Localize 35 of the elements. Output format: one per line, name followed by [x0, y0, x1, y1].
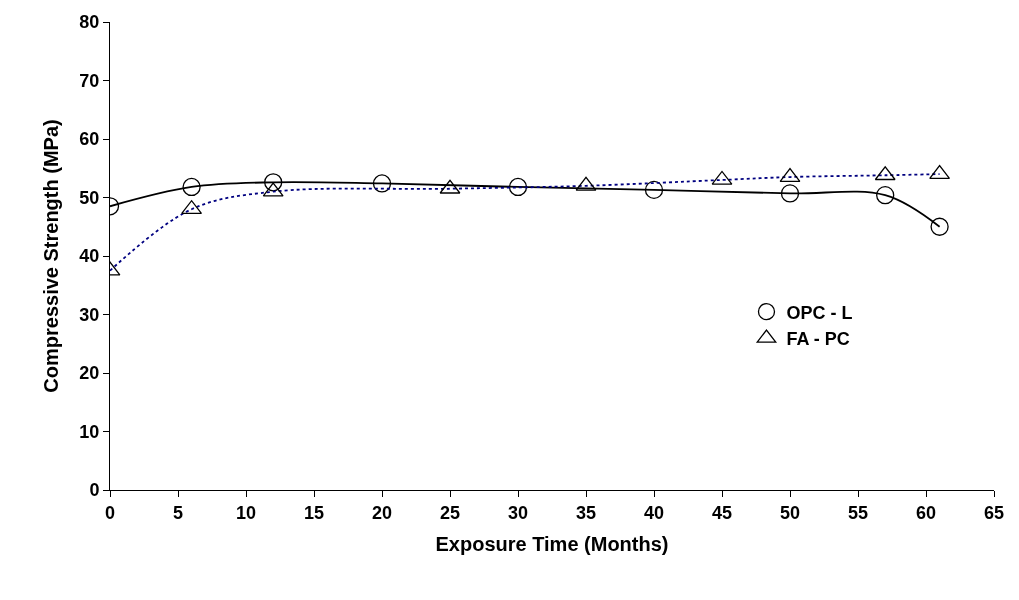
x-axis-title: Exposure Time (Months) [435, 533, 669, 556]
x-tick-label: 30 [507, 502, 529, 523]
y-tick-label: 20 [79, 363, 100, 384]
x-tick-label: 60 [915, 502, 937, 523]
x-tick-label: 35 [575, 502, 597, 523]
y-tick-label: 40 [79, 246, 100, 267]
legend-label: OPC - L [786, 302, 853, 323]
point [372, 174, 392, 193]
point [780, 184, 800, 203]
point [182, 177, 201, 197]
y-tick-label: 70 [79, 70, 100, 91]
x-tick-label: 40 [643, 502, 665, 523]
y-tick-label: 60 [79, 129, 100, 150]
legend-label: FA - PC [786, 329, 850, 350]
x-tick-label: 15 [303, 502, 325, 523]
point [264, 173, 283, 192]
y-tick-label: 80 [79, 12, 100, 33]
point [930, 217, 949, 236]
x-tick-label: 25 [439, 502, 461, 523]
y-tick-label: 10 [79, 421, 100, 442]
y-tick-label: 50 [79, 187, 100, 208]
x-tick-label: 65 [983, 502, 1005, 523]
point [508, 177, 528, 197]
x-tick-label: 0 [104, 502, 116, 523]
y-axis-title: Compressive Strength (MPa) [39, 119, 62, 393]
y-tick-label: 0 [89, 480, 100, 501]
x-tick-label: 5 [172, 502, 184, 523]
x-tick-label: 10 [235, 502, 257, 523]
point [876, 186, 895, 205]
x-tick-label: 50 [779, 502, 801, 523]
x-tick-label: 20 [371, 502, 393, 523]
x-tick-label: 45 [711, 502, 733, 523]
x-tick-label: 55 [847, 502, 869, 523]
y-tick-label: 30 [79, 304, 100, 325]
point [644, 180, 664, 200]
